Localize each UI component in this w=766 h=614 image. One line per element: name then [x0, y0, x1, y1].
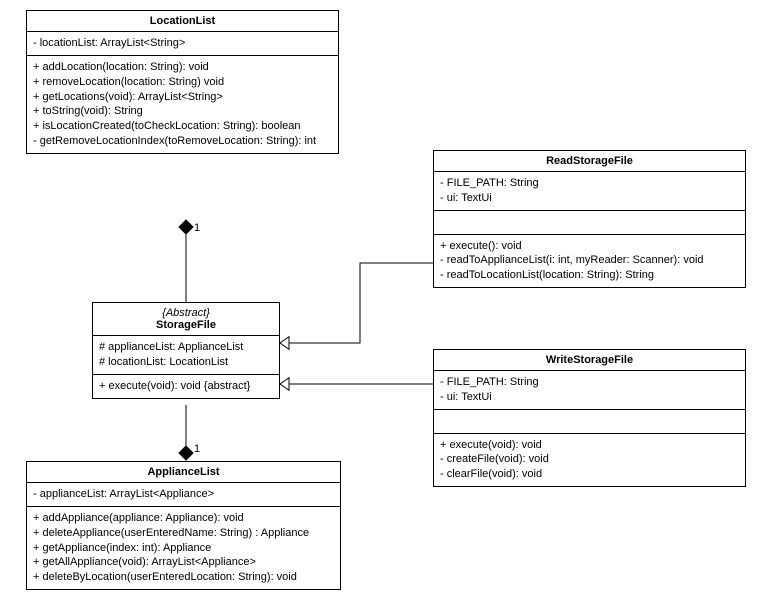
operation: + addAppliance(appliance: Appliance): vo…	[33, 511, 334, 526]
class-name-text: LocationList	[150, 15, 215, 27]
connector-arrowhead	[280, 337, 289, 350]
multiplicity-label: 1	[194, 222, 200, 234]
operations-section: + execute(): void- readToApplianceList(i…	[434, 235, 745, 288]
class-title: {Abstract}StorageFile	[93, 303, 279, 336]
class-title: ApplianceList	[27, 462, 340, 483]
attribute: - FILE_PATH: String	[440, 375, 739, 390]
operation: - readToLocationList(location: String): …	[440, 268, 739, 283]
operation: - readToApplianceList(i: int, myReader: …	[440, 253, 739, 268]
attribute: - ui: TextUi	[440, 390, 739, 405]
operations-section: + addLocation(location: String): void+ r…	[27, 56, 338, 153]
operation: + isLocationCreated(toCheckLocation: Str…	[33, 119, 332, 134]
connector-arrowhead	[179, 220, 193, 234]
operation: - clearFile(void): void	[440, 467, 739, 482]
class-title: WriteStorageFile	[434, 350, 745, 371]
operations-section: + execute(void): void {abstract}	[93, 375, 279, 398]
class-locationlist: LocationList - locationList: ArrayList<St…	[26, 10, 339, 154]
class-name-text: StorageFile	[156, 319, 216, 331]
operation: + deleteAppliance(userEnteredName: Strin…	[33, 526, 334, 541]
class-title: LocationList	[27, 11, 338, 32]
attributes-section: - FILE_PATH: String- ui: TextUi	[434, 172, 745, 211]
operation: + deleteByLocation(userEnteredLocation: …	[33, 570, 334, 585]
operation: + getLocations(void): ArrayList<String>	[33, 90, 332, 105]
operations-section: + addAppliance(appliance: Appliance): vo…	[27, 507, 340, 589]
multiplicity-label: 1	[194, 443, 200, 455]
attributes-section: - locationList: ArrayList<String>	[27, 32, 338, 56]
attribute: - applianceList: ArrayList<Appliance>	[33, 487, 334, 502]
class-readstoragefile: ReadStorageFile - FILE_PATH: String- ui: …	[433, 150, 746, 288]
connector-arrowhead	[179, 446, 193, 460]
operation: + execute(void): void {abstract}	[99, 379, 273, 394]
class-appliancelist: ApplianceList - applianceList: ArrayList<…	[26, 461, 341, 590]
operation: + toString(void): String	[33, 104, 332, 119]
operation: - getRemoveLocationIndex(toRemoveLocatio…	[33, 134, 332, 149]
class-name-text: ReadStorageFile	[546, 155, 633, 167]
stereotype: {Abstract}	[99, 307, 273, 319]
class-storagefile: {Abstract}StorageFile# applianceList: Ap…	[92, 302, 280, 399]
empty-section	[434, 211, 745, 235]
class-title: ReadStorageFile	[434, 151, 745, 172]
connector-line	[280, 263, 433, 343]
empty-section	[434, 410, 745, 434]
attribute: - FILE_PATH: String	[440, 176, 739, 191]
class-name-text: WriteStorageFile	[546, 354, 633, 366]
attributes-section: - applianceList: ArrayList<Appliance>	[27, 483, 340, 507]
class-name-text: ApplianceList	[147, 466, 219, 478]
operation: + getAllAppliance(void): ArrayList<Appli…	[33, 555, 334, 570]
attribute: # applianceList: ApplianceList	[99, 340, 273, 355]
operation: - createFile(void): void	[440, 452, 739, 467]
operation: + removeLocation(location: String) void	[33, 75, 332, 90]
attributes-section: # applianceList: ApplianceList# location…	[93, 336, 279, 375]
operation: + execute(): void	[440, 239, 739, 254]
connector-arrowhead	[280, 378, 289, 391]
attributes-section: - FILE_PATH: String- ui: TextUi	[434, 371, 745, 410]
attribute: - locationList: ArrayList<String>	[33, 36, 332, 51]
class-writestoragefile: WriteStorageFile - FILE_PATH: String- ui:…	[433, 349, 746, 487]
operations-section: + execute(void): void- createFile(void):…	[434, 434, 745, 487]
operation: + execute(void): void	[440, 438, 739, 453]
attribute: # locationList: LocationList	[99, 355, 273, 370]
operation: + getAppliance(index: int): Appliance	[33, 541, 334, 556]
attribute: - ui: TextUi	[440, 191, 739, 206]
operation: + addLocation(location: String): void	[33, 60, 332, 75]
